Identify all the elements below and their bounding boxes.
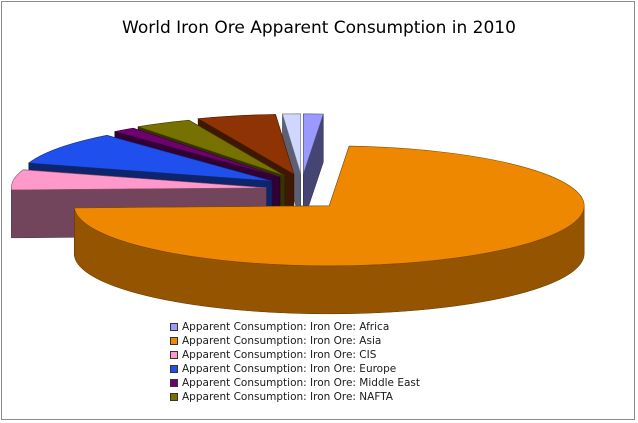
pie-slice-top bbox=[114, 127, 281, 178]
legend-item: Apparent Consumption: Iron Ore: Africa bbox=[170, 320, 420, 334]
pie-slice-top bbox=[282, 113, 302, 174]
legend-item: Apparent Consumption: Iron Ore: Europe bbox=[170, 362, 420, 376]
legend-swatch bbox=[170, 337, 178, 345]
legend-swatch bbox=[170, 379, 178, 387]
legend-label: Apparent Consumption: Iron Ore: Middle E… bbox=[182, 377, 420, 389]
legend-swatch bbox=[170, 365, 178, 373]
pie-slice-top bbox=[11, 169, 267, 191]
pie-slice-top bbox=[303, 113, 324, 174]
legend-label: Apparent Consumption: Iron Ore: CIS bbox=[182, 349, 377, 361]
pie-slice-top bbox=[73, 145, 585, 267]
pie-slice bbox=[303, 113, 324, 222]
legend-swatch bbox=[170, 323, 178, 331]
legend-item: Apparent Consumption: Iron Ore: Asia bbox=[170, 334, 420, 348]
chart-title: World Iron Ore Apparent Consumption in 2… bbox=[122, 18, 516, 38]
legend-label: Apparent Consumption: Iron Ore: NAFTA bbox=[182, 391, 393, 403]
pie-slice bbox=[73, 145, 585, 315]
legend-label: Apparent Consumption: Iron Ore: Asia bbox=[182, 335, 382, 347]
legend-swatch bbox=[170, 393, 178, 401]
legend-item: Apparent Consumption: Iron Ore: Middle E… bbox=[170, 376, 420, 390]
legend-label: Apparent Consumption: Iron Ore: Europe bbox=[182, 363, 397, 375]
pie-slice-top bbox=[137, 119, 285, 177]
legend-swatch bbox=[170, 351, 178, 359]
legend-label: Apparent Consumption: Iron Ore: Africa bbox=[182, 321, 390, 333]
pie-slice-top bbox=[197, 114, 295, 175]
legend-item: Apparent Consumption: Iron Ore: NAFTA bbox=[170, 390, 420, 404]
chart-legend: Apparent Consumption: Iron Ore: Africa Ap… bbox=[170, 320, 420, 404]
pie-slice-top bbox=[27, 135, 273, 182]
legend-item: Apparent Consumption: Iron Ore: CIS bbox=[170, 348, 420, 362]
